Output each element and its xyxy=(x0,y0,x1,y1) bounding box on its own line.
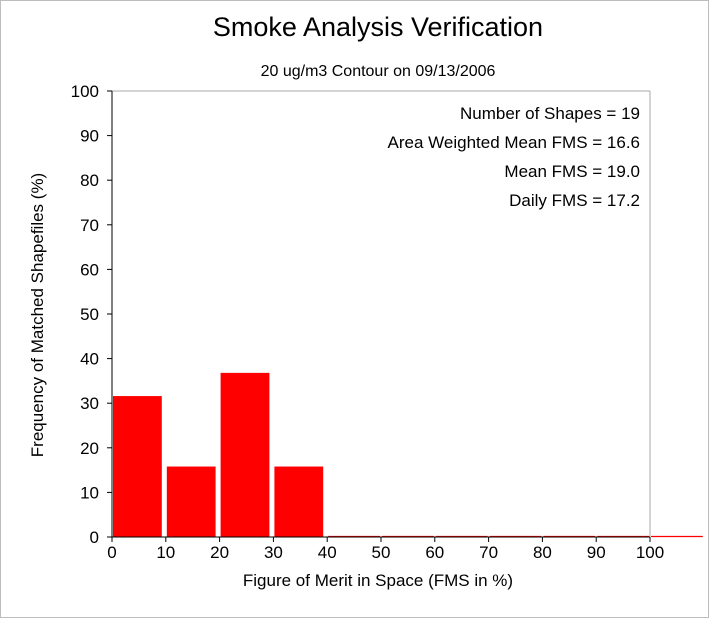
x-axis-title: Figure of Merit in Space (FMS in %) xyxy=(243,571,513,590)
bar-0 xyxy=(113,396,162,537)
y-tick-label-5: 50 xyxy=(80,305,99,324)
annotation-2: Mean FMS = 19.0 xyxy=(504,162,640,181)
y-tick-label-2: 20 xyxy=(80,439,99,458)
bars-group xyxy=(113,372,703,538)
x-tick-label-5: 50 xyxy=(372,543,391,562)
bar-1 xyxy=(166,466,216,537)
y-tick-label-7: 70 xyxy=(80,216,99,235)
x-tick-label-4: 40 xyxy=(318,543,337,562)
stats-annotations: Number of Shapes = 19 Area Weighted Mean … xyxy=(388,104,640,210)
x-tick-label-3: 30 xyxy=(264,543,283,562)
y-tick-label-10: 100 xyxy=(71,82,99,101)
x-tick-label-7: 70 xyxy=(479,543,498,562)
x-tick-label-10: 100 xyxy=(636,543,664,562)
y-tick-label-0: 0 xyxy=(90,528,99,547)
y-tick-label-4: 40 xyxy=(80,350,99,369)
x-tick-label-2: 20 xyxy=(210,543,229,562)
y-axis-title: Frequency of Matched Shapefiles (%) xyxy=(28,173,47,457)
y-tick-label-3: 30 xyxy=(80,394,99,413)
annotation-3: Daily FMS = 17.2 xyxy=(509,191,640,210)
x-tick-label-1: 10 xyxy=(156,543,175,562)
y-tick-label-6: 60 xyxy=(80,260,99,279)
x-tick-label-0: 0 xyxy=(107,543,116,562)
bar-3 xyxy=(274,466,324,537)
x-tick-label-9: 90 xyxy=(587,543,606,562)
chart-subtitle: 20 ug/m3 Contour on 09/13/2006 xyxy=(261,63,496,80)
bar-2 xyxy=(220,372,270,537)
annotation-1: Area Weighted Mean FMS = 16.6 xyxy=(388,133,640,152)
y-tick-label-8: 80 xyxy=(80,171,99,190)
x-tick-label-8: 80 xyxy=(533,543,552,562)
annotation-0: Number of Shapes = 19 xyxy=(460,104,640,123)
y-tick-label-1: 10 xyxy=(80,483,99,502)
x-tick-label-6: 60 xyxy=(425,543,444,562)
axes-group: 0 10 20 30 40 50 60 70 80 90 100 0 10 20 30 40 50 60 70 80 9… xyxy=(71,82,665,562)
y-tick-label-9: 90 xyxy=(80,127,99,146)
chart-title: Smoke Analysis Verification xyxy=(213,12,543,42)
